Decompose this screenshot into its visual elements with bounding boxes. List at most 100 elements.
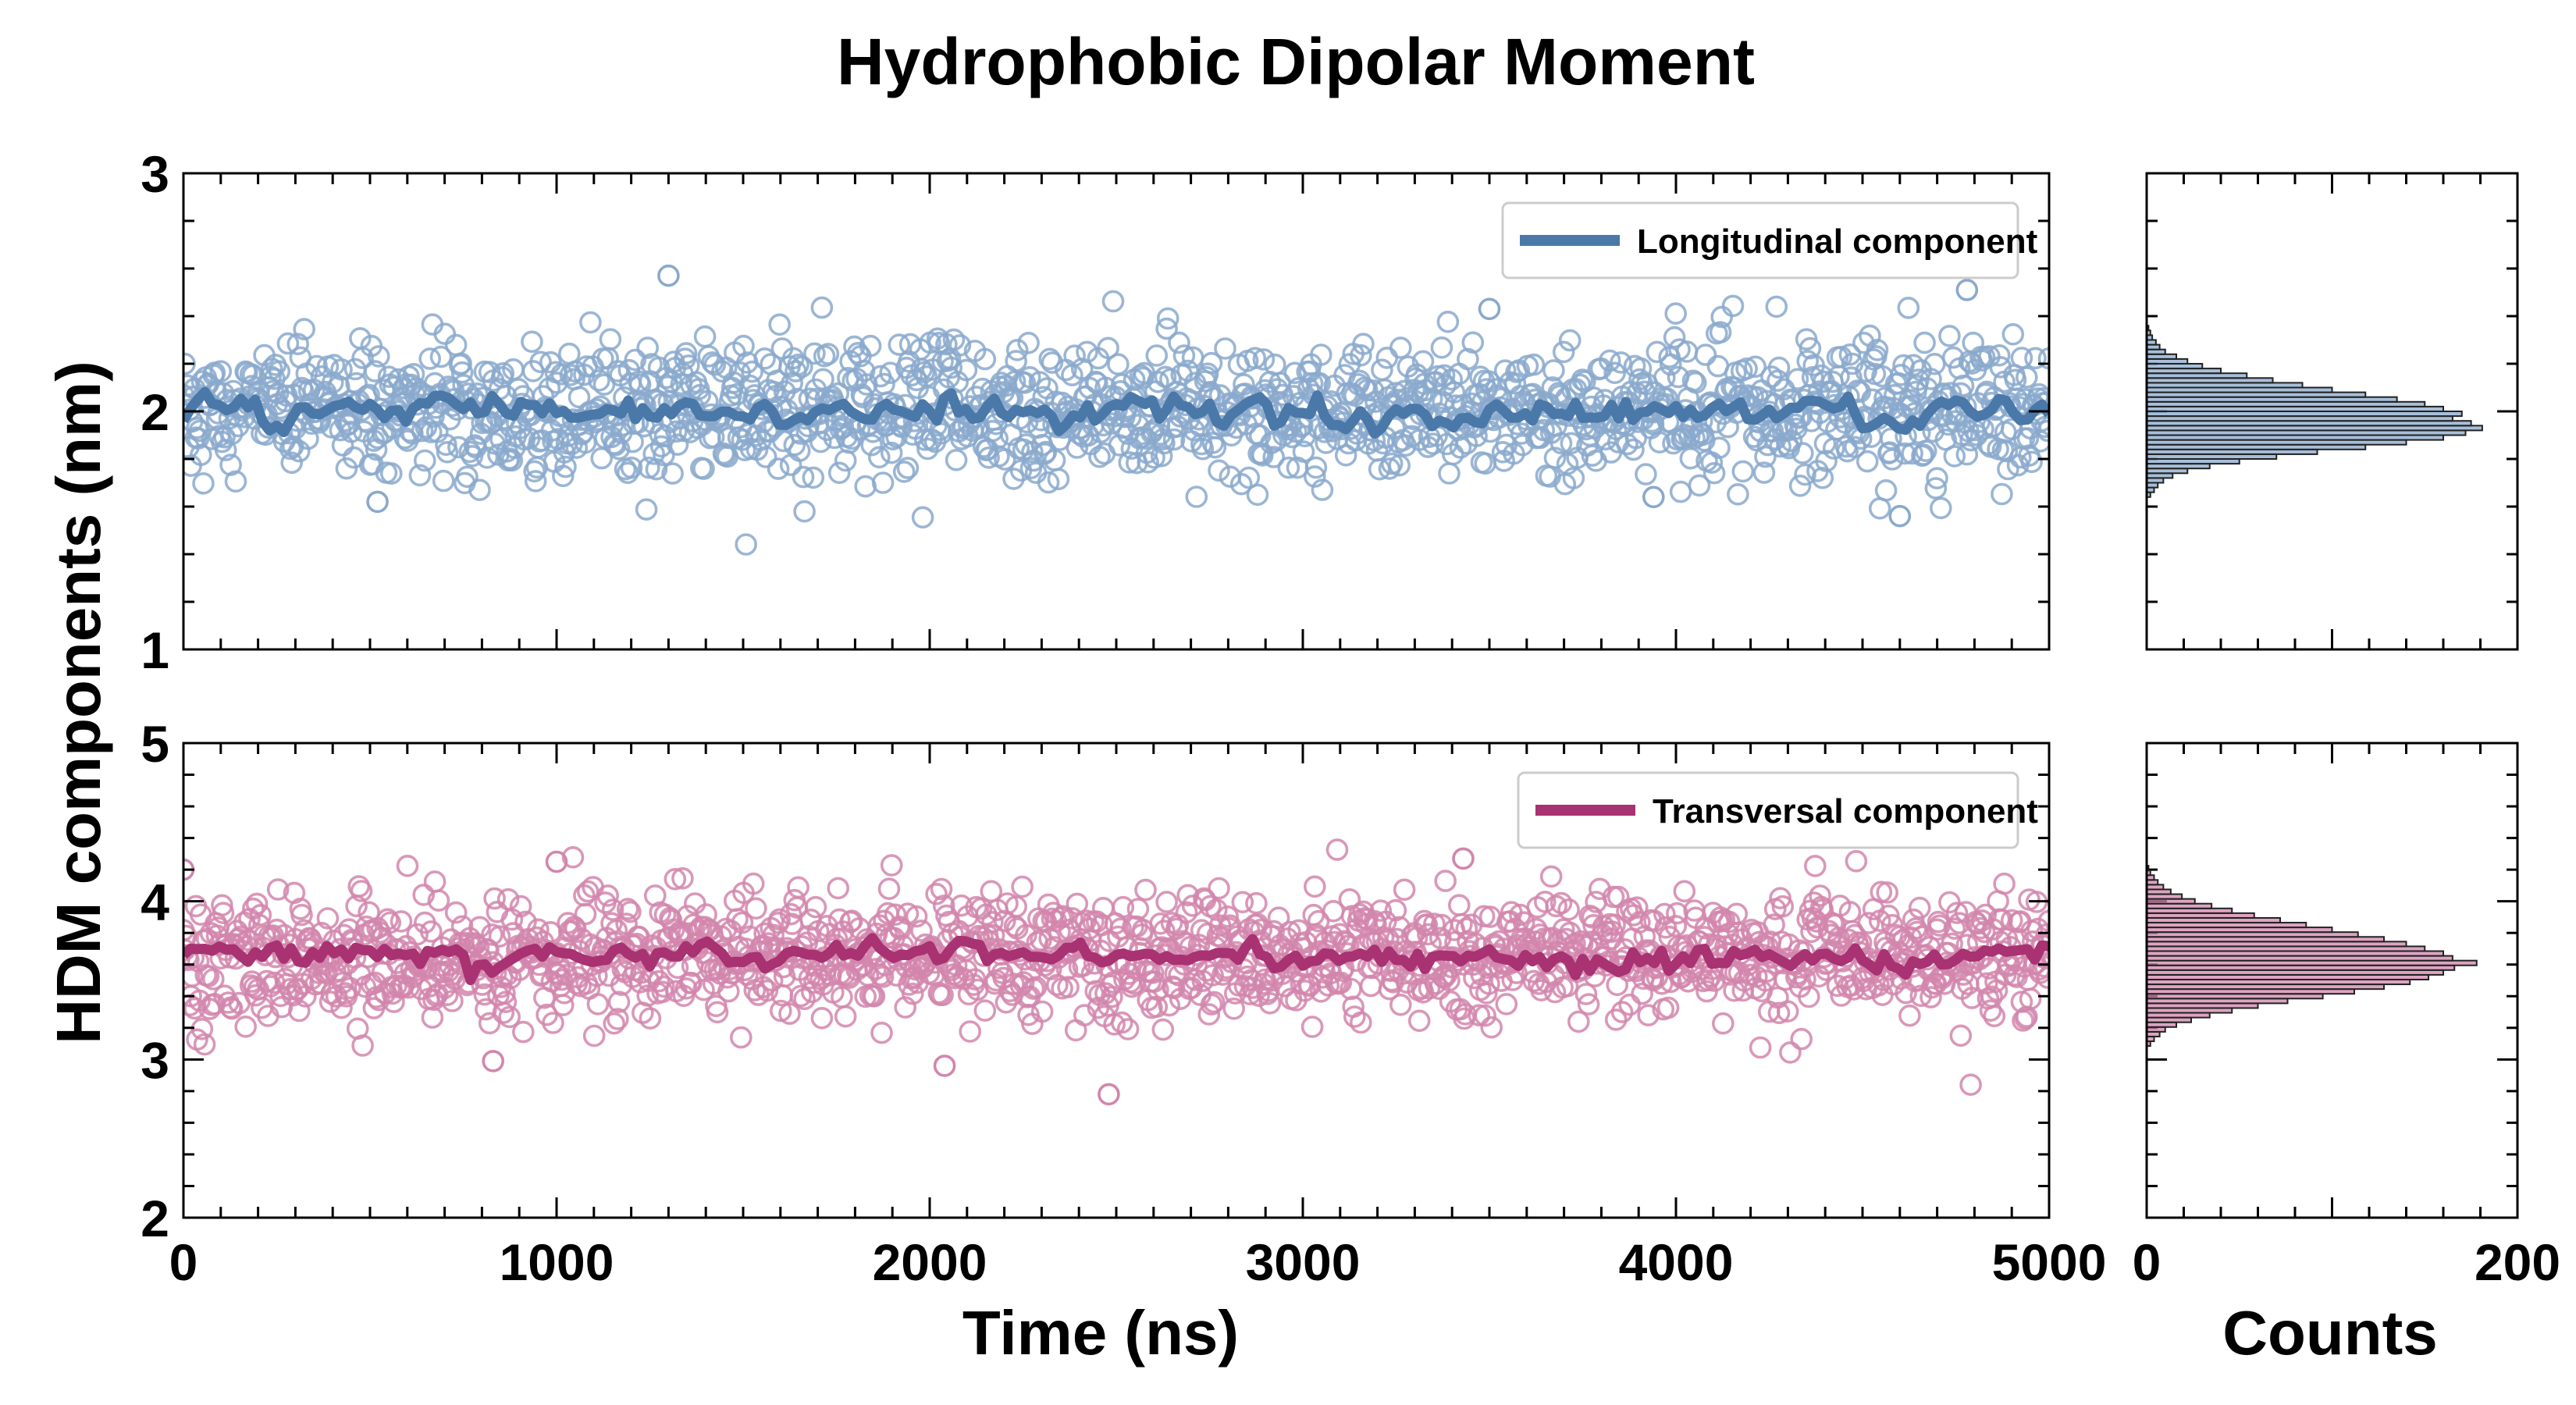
- data-point: [330, 358, 353, 381]
- data-point: [443, 968, 466, 991]
- data-point: [905, 368, 928, 392]
- data-point: [450, 915, 474, 938]
- data-point: [1796, 350, 1819, 372]
- data-point: [209, 360, 233, 383]
- data-point: [1185, 486, 1208, 508]
- y-tick-label: 2: [141, 383, 169, 441]
- data-point: [1300, 1016, 1324, 1038]
- data-point: [511, 1020, 535, 1044]
- data-point: [1945, 902, 1969, 924]
- data-point: [492, 361, 515, 385]
- hist-x-axis-label: Counts: [2222, 1298, 2438, 1368]
- data-point: [1949, 1024, 1973, 1048]
- data-point: [1137, 450, 1159, 474]
- data-point: [1765, 295, 1788, 318]
- data-point: [1389, 336, 1412, 359]
- data-point: [183, 384, 195, 407]
- data-point: [1214, 337, 1236, 360]
- data-point: [1051, 905, 1075, 928]
- data-point: [649, 435, 673, 458]
- legend-label: Transversal component: [1653, 792, 2038, 831]
- data-point: [2037, 419, 2049, 443]
- data-point: [1011, 875, 1034, 898]
- data-point: [642, 443, 666, 465]
- data-point: [234, 1016, 258, 1038]
- data-point: [350, 880, 373, 902]
- data-point: [1037, 471, 1060, 494]
- data-point: [551, 994, 575, 1016]
- data-point: [1560, 432, 1583, 455]
- data-point: [402, 362, 425, 386]
- data-point: [554, 455, 577, 478]
- data-point: [1258, 992, 1282, 1015]
- data-point: [351, 1034, 374, 1057]
- data-point: [1684, 371, 1707, 394]
- data-point: [596, 884, 620, 907]
- data-point: [1856, 450, 1879, 473]
- legend-label: Longitudinal component: [1637, 222, 2038, 261]
- data-point: [1231, 891, 1254, 914]
- data-point: [624, 348, 647, 372]
- data-point: [478, 1012, 501, 1035]
- data-point: [1292, 440, 1315, 463]
- data-point: [1898, 1004, 1921, 1027]
- data-point: [542, 1012, 564, 1034]
- data-point: [1202, 991, 1226, 1014]
- data-point: [1703, 461, 1726, 485]
- data-point: [524, 470, 547, 493]
- data-point: [754, 446, 777, 468]
- data-point: [245, 892, 269, 916]
- data-point: [2037, 909, 2049, 933]
- data-point: [1983, 1005, 2006, 1028]
- data-point: [1912, 443, 1935, 466]
- data-point: [1046, 973, 1069, 997]
- data-point: [860, 433, 883, 457]
- data-point: [884, 903, 907, 927]
- data-point: [1156, 307, 1179, 330]
- data-point: [498, 1005, 521, 1029]
- data-point: [1880, 448, 1904, 471]
- data-point: [340, 420, 363, 443]
- data-point: [636, 336, 660, 359]
- data-point: [1902, 908, 1925, 931]
- data-point: [1384, 898, 1407, 922]
- data-point: [1480, 1016, 1503, 1039]
- data-point: [1610, 351, 1632, 374]
- data-point: [1631, 982, 1653, 1005]
- data-point: [1987, 343, 2011, 367]
- data-point: [870, 1021, 893, 1044]
- data-point: [859, 334, 882, 357]
- data-point: [2024, 347, 2047, 370]
- data-point: [1145, 995, 1169, 1019]
- data-point: [661, 462, 684, 485]
- data-point: [249, 904, 272, 927]
- data-point: [1200, 351, 1223, 375]
- data-point: [367, 988, 390, 1012]
- data-point: [994, 448, 1016, 471]
- data-point: [1159, 368, 1182, 391]
- data-point: [427, 889, 450, 912]
- data-point: [1438, 969, 1461, 992]
- data-point: [793, 500, 816, 523]
- data-point: [436, 440, 459, 464]
- data-point: [390, 910, 413, 933]
- data-point: [364, 360, 386, 382]
- data-point: [1076, 340, 1098, 364]
- data-point: [1264, 353, 1286, 376]
- data-point: [973, 347, 997, 371]
- data-point: [1688, 474, 1711, 497]
- outlier-point: [1888, 504, 1912, 528]
- data-point: [1201, 964, 1224, 987]
- data-point: [779, 454, 802, 477]
- data-point: [925, 883, 948, 905]
- data-point: [804, 895, 827, 919]
- data-point: [468, 916, 491, 939]
- data-point: [418, 347, 442, 370]
- data-point: [1550, 891, 1573, 915]
- data-point: [421, 1006, 444, 1029]
- data-point: [2037, 347, 2049, 370]
- data-point: [1436, 310, 1460, 333]
- data-point: [1307, 909, 1330, 933]
- data-point: [576, 880, 600, 903]
- data-point: [789, 984, 813, 1008]
